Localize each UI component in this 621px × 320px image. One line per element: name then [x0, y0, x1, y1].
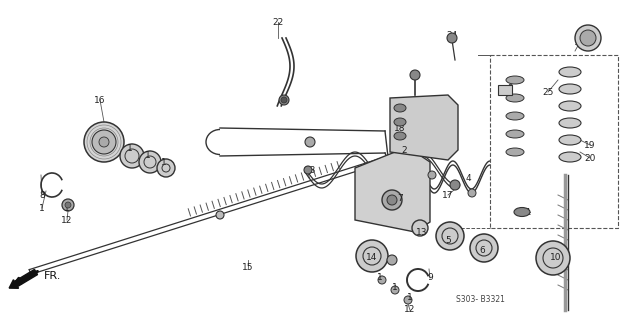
Circle shape	[382, 190, 402, 210]
Text: 5: 5	[445, 236, 451, 244]
Text: 1: 1	[377, 274, 383, 283]
Text: 6: 6	[479, 245, 485, 254]
Ellipse shape	[506, 130, 524, 138]
Text: 1: 1	[64, 204, 70, 212]
Text: 20: 20	[584, 154, 596, 163]
Polygon shape	[390, 95, 458, 160]
Text: 16: 16	[94, 95, 106, 105]
Text: 8: 8	[39, 190, 45, 199]
Text: 1: 1	[39, 204, 45, 212]
Circle shape	[62, 199, 74, 211]
Circle shape	[387, 195, 397, 205]
Text: 9: 9	[427, 274, 433, 283]
Circle shape	[447, 33, 457, 43]
Ellipse shape	[506, 112, 524, 120]
Ellipse shape	[514, 207, 530, 217]
Circle shape	[356, 240, 388, 272]
Circle shape	[575, 25, 601, 51]
Circle shape	[304, 166, 312, 174]
Circle shape	[281, 97, 287, 103]
Ellipse shape	[506, 148, 524, 156]
Text: 11: 11	[574, 37, 586, 46]
Text: 19: 19	[584, 140, 596, 149]
Circle shape	[387, 255, 397, 265]
Text: 1: 1	[127, 143, 133, 153]
Ellipse shape	[394, 104, 406, 112]
Text: 23: 23	[304, 165, 315, 174]
Text: 17: 17	[442, 190, 454, 199]
Ellipse shape	[559, 84, 581, 94]
Circle shape	[305, 137, 315, 147]
Text: S303- B3321: S303- B3321	[456, 295, 504, 305]
Text: 3: 3	[507, 84, 513, 92]
Ellipse shape	[394, 118, 406, 126]
Circle shape	[468, 189, 476, 197]
Circle shape	[580, 30, 596, 46]
Text: FR.: FR.	[44, 271, 61, 281]
Circle shape	[404, 296, 412, 304]
Circle shape	[428, 171, 436, 179]
Circle shape	[92, 130, 116, 154]
Text: 1: 1	[407, 293, 413, 302]
Bar	[490, 55, 618, 228]
Ellipse shape	[559, 67, 581, 77]
Text: 22: 22	[273, 18, 284, 27]
Text: 21: 21	[520, 207, 532, 217]
Ellipse shape	[559, 118, 581, 128]
Circle shape	[216, 211, 224, 219]
Circle shape	[378, 276, 386, 284]
Circle shape	[410, 70, 420, 80]
Text: 25: 25	[542, 87, 554, 97]
Text: 2: 2	[401, 146, 407, 155]
Text: 12: 12	[61, 215, 73, 225]
Text: 7: 7	[397, 194, 403, 203]
Circle shape	[436, 222, 464, 250]
Text: 18: 18	[394, 124, 406, 132]
Circle shape	[536, 241, 570, 275]
Circle shape	[391, 286, 399, 294]
Text: 15: 15	[242, 263, 254, 273]
Ellipse shape	[394, 132, 406, 140]
Circle shape	[99, 137, 109, 147]
Circle shape	[279, 95, 289, 105]
Circle shape	[65, 202, 71, 208]
Ellipse shape	[559, 152, 581, 162]
Circle shape	[412, 220, 428, 236]
Polygon shape	[355, 152, 430, 232]
Text: 14: 14	[366, 253, 378, 262]
Text: 4: 4	[465, 173, 471, 182]
Ellipse shape	[506, 94, 524, 102]
Text: 13: 13	[416, 228, 428, 236]
Text: 12: 12	[404, 306, 415, 315]
Circle shape	[120, 144, 144, 168]
Text: 1: 1	[161, 157, 167, 166]
Circle shape	[470, 234, 498, 262]
Circle shape	[84, 122, 124, 162]
Text: 1: 1	[392, 284, 398, 292]
Circle shape	[139, 151, 161, 173]
Circle shape	[450, 180, 460, 190]
Text: 1: 1	[145, 150, 151, 159]
Circle shape	[157, 159, 175, 177]
Bar	[498, 85, 512, 95]
Text: 10: 10	[550, 253, 562, 262]
Text: 24: 24	[446, 30, 458, 39]
Ellipse shape	[559, 101, 581, 111]
FancyArrow shape	[9, 269, 37, 288]
Ellipse shape	[506, 76, 524, 84]
Ellipse shape	[559, 135, 581, 145]
